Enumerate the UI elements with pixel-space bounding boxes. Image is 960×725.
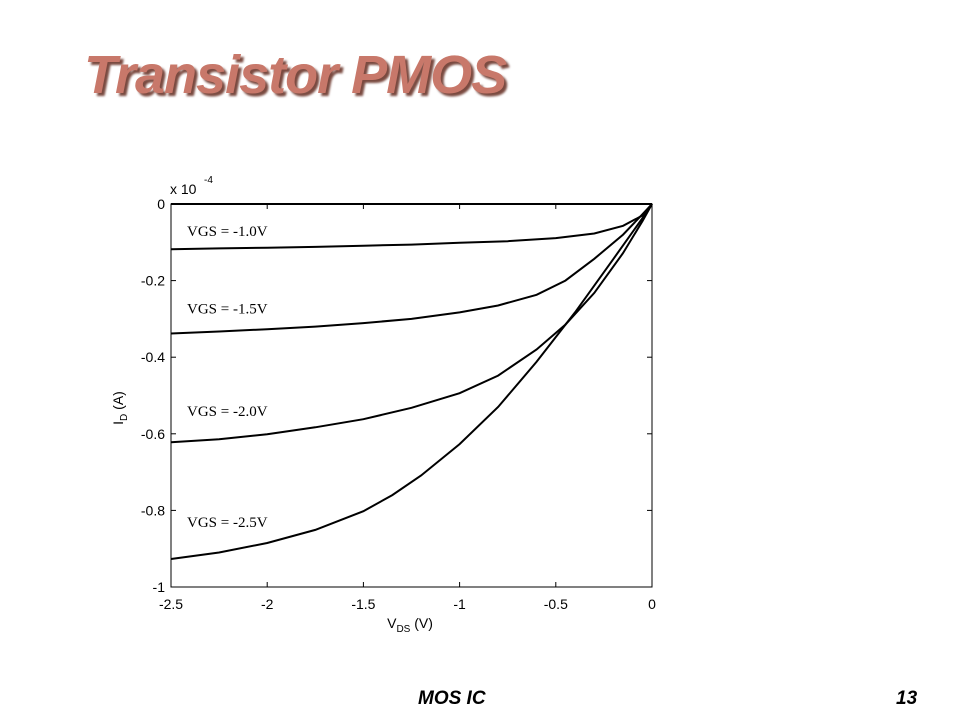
series-line-3 [170, 203, 653, 444]
x-axis-label-unit: (V) [410, 615, 433, 631]
x-tick-label: -0.5 [544, 596, 568, 612]
curve-labels: VGS = -1.0V VGS = -1.5V VGS = -2.0V VGS = -… [187, 224, 268, 531]
y-multiplier-exponent: -4 [204, 175, 213, 186]
y-tick-label: -0.8 [141, 502, 165, 518]
y-tick-label: -0.6 [141, 426, 165, 442]
y-axis-label-subscript: D [119, 414, 130, 421]
x-tick-label: -2.5 [159, 596, 183, 612]
slide-title: Transistor PMOS [84, 45, 507, 105]
x-axis-label-subscript: DS [396, 624, 410, 635]
y-ticks: 0 -0.2 -0.4 -0.6 -0.8 -1 [141, 196, 652, 595]
curve-label-1: VGS = -1.0V [187, 224, 268, 240]
series-group [170, 203, 653, 560]
footer-course-label: MOS IC [418, 688, 486, 709]
series-line-4 [170, 203, 653, 560]
y-multiplier-base: x 10 [170, 181, 197, 197]
curve-label-3: VGS = -2.0V [187, 404, 268, 420]
x-tick-label: -1 [453, 596, 466, 612]
x-axis-label-main: V [387, 615, 397, 631]
footer-page-number: 13 [896, 688, 918, 709]
y-multiplier: x 10 [170, 181, 197, 197]
x-tick-label: -2 [261, 596, 274, 612]
y-axis-label: ID (A) [110, 391, 130, 425]
y-axis-label-unit: (A) [110, 391, 126, 414]
series-line-2 [170, 203, 653, 335]
x-axis-label: VDS (V) [387, 615, 433, 635]
y-tick-label: -1 [153, 579, 166, 595]
y-axis-label-main: I [110, 421, 126, 425]
y-tick-label: -0.2 [141, 273, 165, 289]
x-ticks: -2.5 -2 -1.5 -1 -0.5 0 [159, 204, 656, 612]
x-tick-label: 0 [648, 596, 656, 612]
x-tick-label: -1.5 [351, 596, 375, 612]
y-tick-label: -0.4 [141, 349, 165, 365]
curve-label-4: VGS = -2.5V [187, 515, 268, 531]
curve-label-2: VGS = -1.5V [187, 301, 268, 317]
y-tick-label: 0 [157, 196, 165, 212]
series-line-1 [170, 203, 653, 251]
